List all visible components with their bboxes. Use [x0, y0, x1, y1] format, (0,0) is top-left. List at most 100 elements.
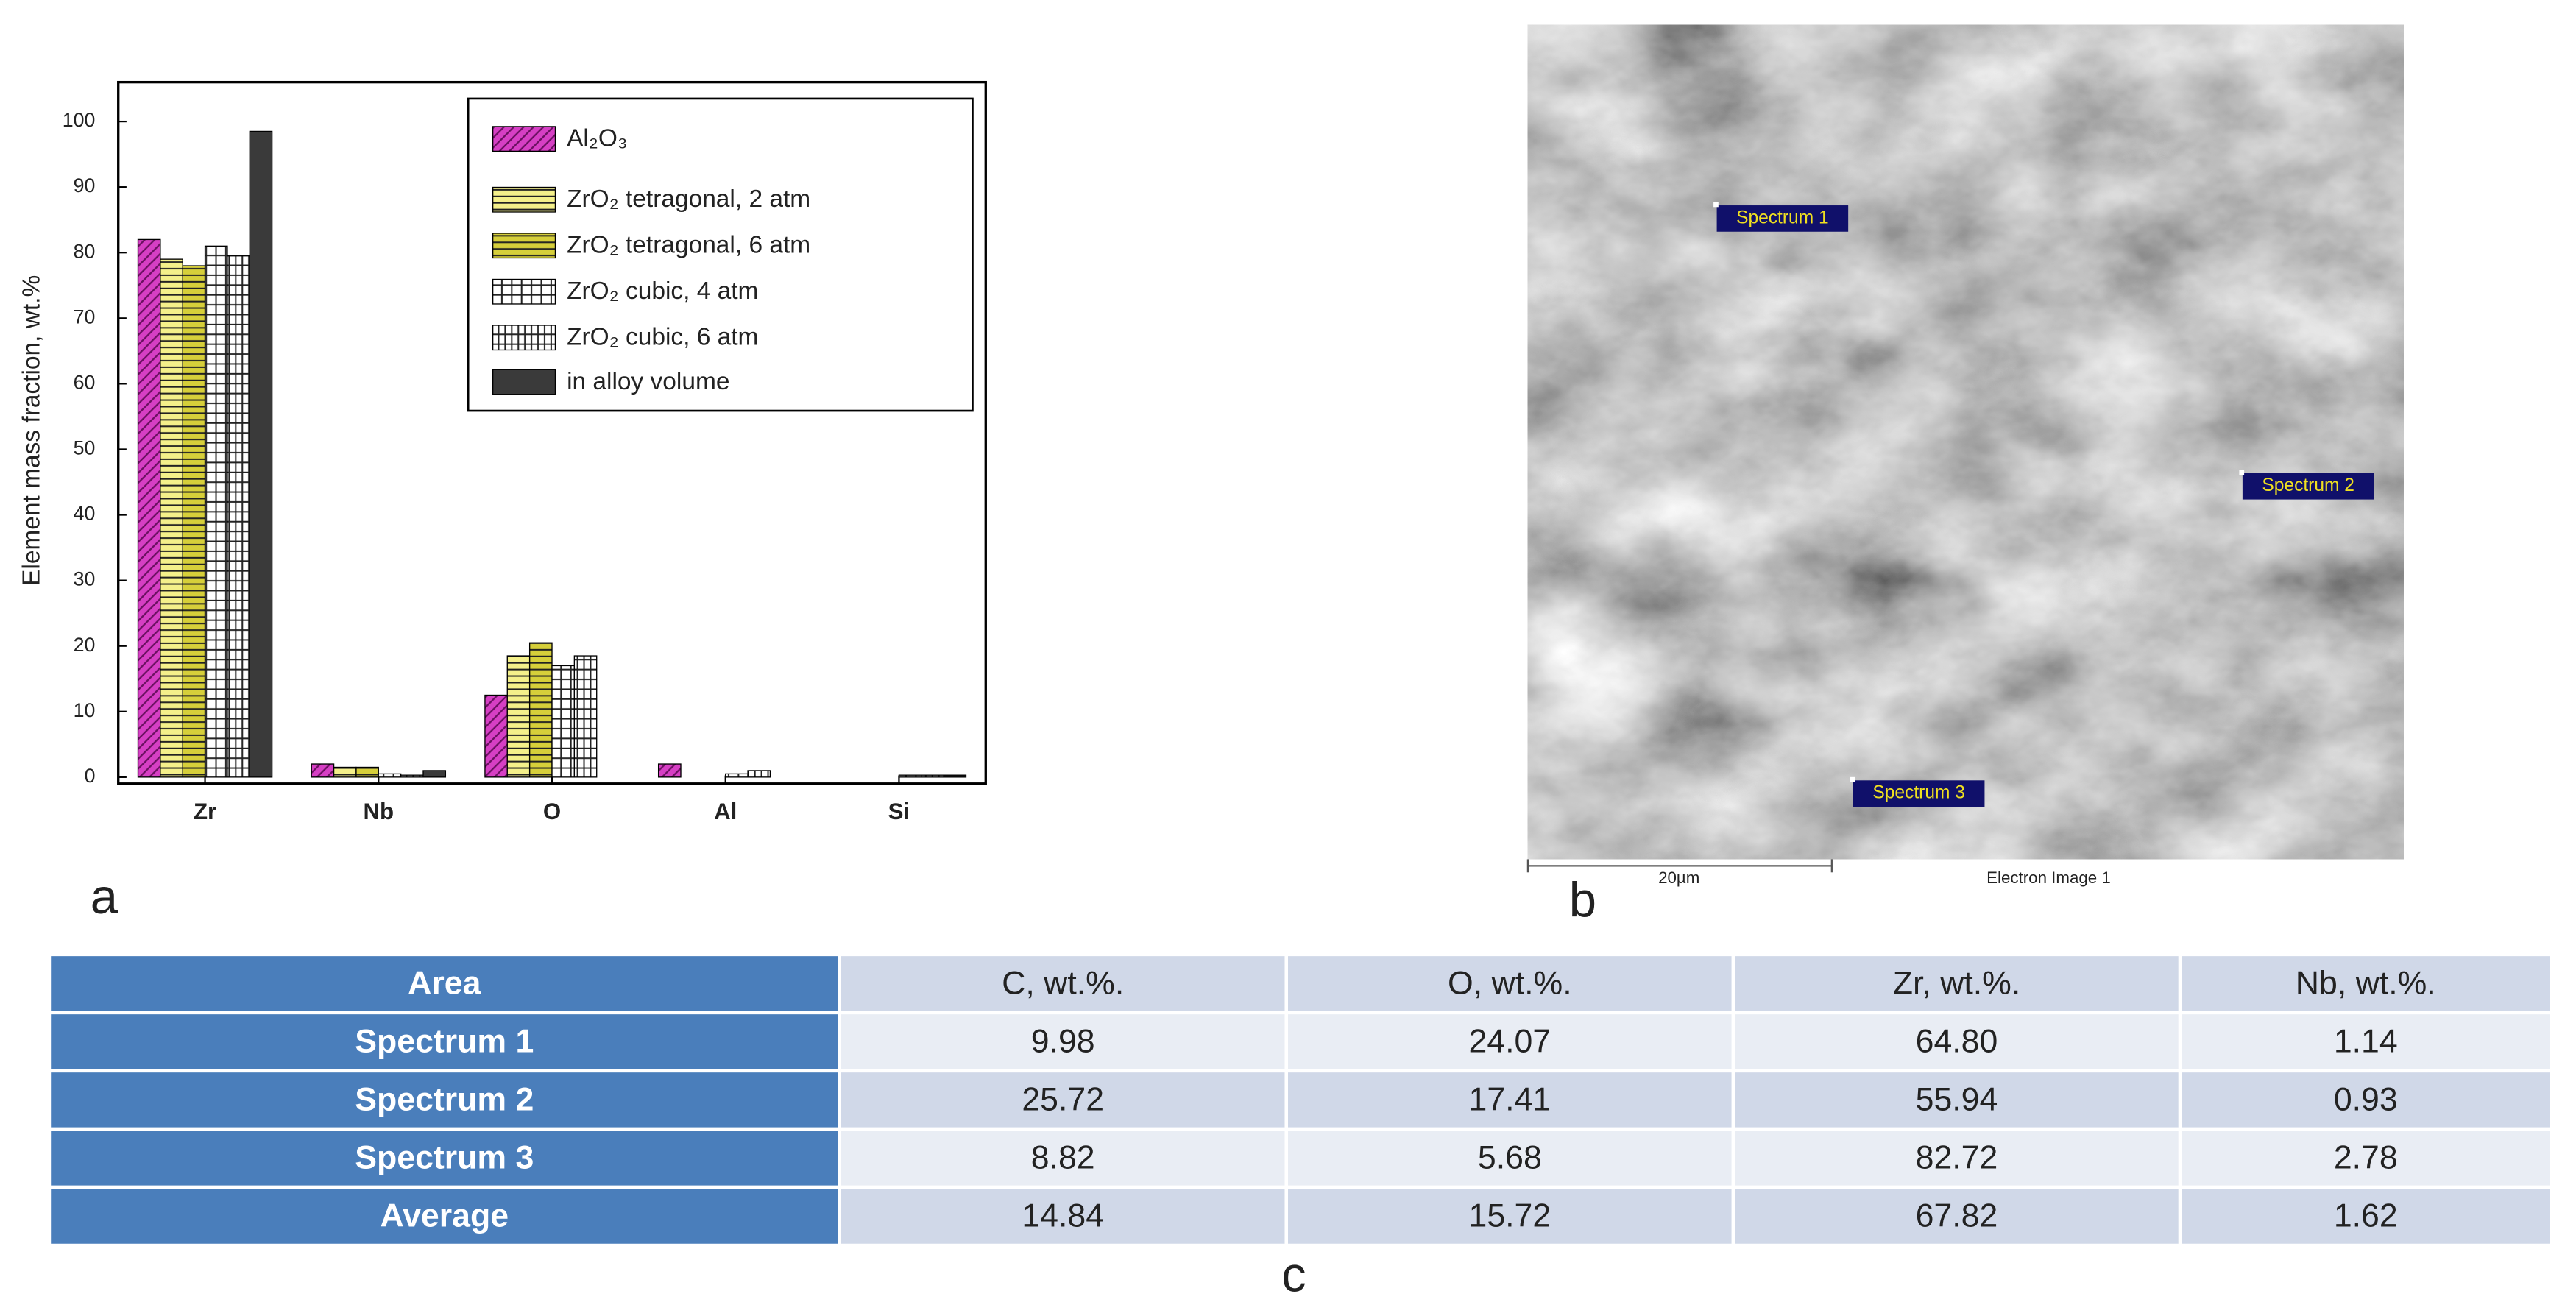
table-cell — [47, 1185, 841, 1248]
legend-label: ZrO₂ tetragonal, 6 atm — [567, 232, 810, 259]
bar — [355, 766, 379, 778]
y-tick-label: 10 — [74, 699, 96, 721]
bar — [573, 655, 598, 778]
table-value: 5.68 — [1478, 1139, 1542, 1175]
row-header: Area — [408, 965, 481, 1001]
spectrum-marker — [1713, 202, 1719, 208]
legend-label: ZrO₂ cubic, 4 atm — [567, 277, 758, 305]
bar — [484, 694, 508, 778]
bar — [551, 665, 576, 778]
table-value: 9.98 — [1031, 1023, 1095, 1059]
bar — [160, 258, 183, 778]
y-tick-label: 50 — [74, 437, 96, 459]
x-tick-label: Zr — [194, 799, 216, 824]
y-tick-label: 80 — [74, 240, 96, 262]
table-value: 17.41 — [1469, 1081, 1551, 1117]
y-tick-label: 70 — [74, 305, 96, 328]
column-header: Zr, wt.%. — [1893, 965, 2021, 1001]
table-value: 24.07 — [1469, 1023, 1551, 1059]
y-tick-label: 20 — [74, 634, 96, 656]
spectrum-marker — [1850, 776, 1855, 782]
y-tick-label: 30 — [74, 568, 96, 590]
x-tick-label: Si — [888, 799, 910, 824]
spectrum-box — [1853, 780, 1985, 807]
table-cell — [2178, 1069, 2553, 1131]
table-value: 1.14 — [2334, 1023, 2398, 1059]
legend-swatch — [492, 278, 556, 305]
table-value: 2.78 — [2334, 1139, 2398, 1175]
bar — [137, 238, 161, 778]
bar — [182, 265, 206, 778]
bar — [943, 774, 967, 778]
table-cell — [2178, 952, 2553, 1015]
table-cell — [838, 1185, 1288, 1248]
bar — [725, 773, 749, 778]
table-value: 82.72 — [1916, 1139, 1998, 1175]
spectrum-box — [2242, 473, 2374, 500]
column-header: Nb, wt.%. — [2296, 965, 2436, 1001]
row-header: Spectrum 1 — [355, 1023, 534, 1059]
legend-label: in alloy volume — [567, 368, 729, 395]
y-tick-label: 60 — [74, 371, 96, 393]
table-value: 0.93 — [2334, 1081, 2398, 1117]
legend-swatch — [492, 233, 556, 259]
bar — [249, 130, 273, 778]
bar — [506, 655, 531, 778]
y-tick-label: 40 — [74, 503, 96, 525]
table-cell — [47, 1069, 841, 1131]
scale-bar-label: 20µm — [1658, 869, 1699, 887]
y-tick-label: 100 — [63, 109, 96, 131]
panel-label: c — [1281, 1247, 1306, 1302]
table-value: 1.62 — [2334, 1198, 2398, 1234]
table-cell — [838, 952, 1288, 1015]
bar — [921, 774, 944, 778]
legend-label: ZrO₂ cubic, 6 atm — [567, 324, 758, 351]
sem-image — [1527, 24, 2404, 860]
y-tick-label: 0 — [85, 765, 96, 787]
table-cell — [1731, 952, 2182, 1015]
bar — [528, 642, 553, 778]
bar — [378, 773, 402, 778]
bar — [311, 763, 335, 778]
table-cell — [2178, 1127, 2553, 1189]
spectrum-box — [1716, 205, 1849, 232]
table-value: 67.82 — [1916, 1198, 1998, 1234]
row-header: Average — [381, 1198, 509, 1234]
spectrum-marker — [2239, 470, 2245, 475]
legend-swatch — [492, 325, 556, 351]
bar — [333, 766, 357, 778]
table-value: 25.72 — [1022, 1081, 1104, 1117]
column-header: C, wt.%. — [1002, 965, 1124, 1001]
x-tick-label: Nb — [363, 799, 394, 824]
panel-label: b — [1569, 872, 1596, 927]
row-header: Spectrum 3 — [355, 1139, 534, 1175]
y-axis-label: Element mass fraction, wt.% — [18, 275, 45, 586]
legend-label: Al₂O₃ — [567, 125, 627, 152]
spectrum-label: Spectrum 3 — [1872, 783, 1965, 803]
image-caption: Electron Image 1 — [1986, 869, 2111, 887]
table-cell — [838, 1127, 1288, 1189]
spectrum-label: Spectrum 2 — [2262, 475, 2354, 495]
table-value: 14.84 — [1022, 1198, 1104, 1234]
y-tick-label: 90 — [74, 174, 96, 197]
bar — [204, 245, 228, 778]
column-header: O, wt.%. — [1448, 965, 1572, 1001]
bar — [747, 770, 771, 778]
bar — [657, 763, 682, 778]
table-cell — [1731, 1185, 2182, 1248]
table-value: 8.82 — [1031, 1139, 1095, 1175]
bar — [422, 770, 447, 778]
legend-swatch — [492, 369, 556, 395]
row-header: Spectrum 2 — [355, 1081, 534, 1117]
legend-swatch — [492, 126, 556, 152]
legend-label: ZrO₂ tetragonal, 2 atm — [567, 185, 810, 213]
bar — [400, 774, 424, 778]
table-cell — [838, 1069, 1288, 1131]
bar — [898, 774, 922, 778]
legend-swatch — [492, 186, 556, 213]
x-tick-label: O — [543, 799, 561, 824]
spectrum-label: Spectrum 1 — [1736, 208, 1829, 227]
table-value: 15.72 — [1469, 1198, 1551, 1234]
